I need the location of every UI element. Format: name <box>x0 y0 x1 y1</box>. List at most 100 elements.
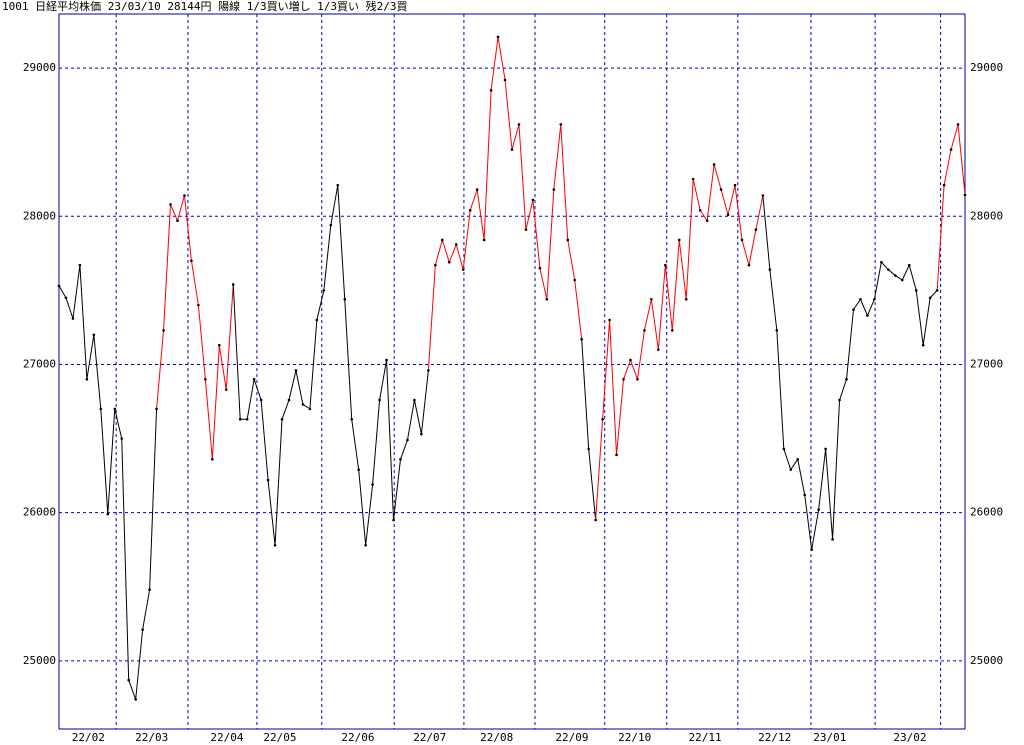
price-point <box>85 377 89 381</box>
price-point <box>726 213 730 217</box>
y-tick-label: 26000 <box>23 506 56 519</box>
price-point <box>461 268 465 271</box>
price-point <box>622 377 625 381</box>
y2-tick-label: 29000 <box>970 61 1003 74</box>
y2-tick-label: 26000 <box>970 506 1003 519</box>
price-point <box>315 318 319 322</box>
price-point <box>768 268 772 271</box>
price-point <box>378 398 381 402</box>
price-point <box>364 543 367 547</box>
price-point <box>64 296 68 300</box>
price-point <box>280 417 284 421</box>
price-point <box>810 548 813 551</box>
price-point <box>580 337 583 341</box>
y2-tick-label: 28000 <box>970 209 1003 222</box>
price-point <box>664 263 667 267</box>
price-point <box>566 238 570 242</box>
price-point <box>99 407 103 411</box>
x-tick-label: 22/12 <box>758 731 791 744</box>
x-tick-label: 22/11 <box>688 731 721 744</box>
y2-tick-label: 27000 <box>970 357 1003 370</box>
price-point <box>406 438 409 442</box>
x-tick-label: 23/01 <box>813 731 846 744</box>
x-tick-label: 22/06 <box>341 731 374 744</box>
price-point <box>921 343 925 347</box>
price-point <box>740 238 744 242</box>
price-point <box>880 260 883 264</box>
price-point <box>413 398 416 402</box>
price-point <box>712 163 716 166</box>
price-point <box>754 228 758 231</box>
price-point <box>594 518 597 522</box>
y-tick-label: 29000 <box>23 61 56 74</box>
price-point <box>636 377 639 381</box>
price-point <box>838 398 841 402</box>
price-point <box>887 268 890 271</box>
price-point <box>399 458 402 461</box>
price-point <box>782 447 786 451</box>
price-point <box>747 263 751 267</box>
price-point <box>92 333 96 337</box>
price-point <box>517 123 521 126</box>
x-tick-label: 22/05 <box>263 731 296 744</box>
y-tick-label: 28000 <box>23 209 56 222</box>
price-point <box>824 447 827 451</box>
price-point <box>552 188 556 191</box>
price-point <box>803 493 807 497</box>
x-tick-label: 22/04 <box>210 731 243 744</box>
price-point <box>719 188 723 191</box>
x-tick-label: 22/03 <box>135 731 168 744</box>
price-point <box>343 297 347 301</box>
price-point <box>894 274 897 277</box>
price-point <box>197 303 200 307</box>
price-point <box>573 278 577 282</box>
price-point <box>629 358 632 362</box>
price-point <box>273 543 277 547</box>
price-point <box>587 447 590 451</box>
price-point <box>204 377 207 381</box>
price-point <box>935 289 939 292</box>
price-point <box>949 148 953 151</box>
price-point <box>357 468 360 471</box>
price-point <box>684 297 688 301</box>
price-point <box>733 183 737 187</box>
price-point <box>78 263 82 267</box>
price-point <box>245 417 249 421</box>
price-point <box>427 369 430 372</box>
price-point <box>434 263 437 267</box>
price-point <box>608 318 611 322</box>
price-point <box>928 296 932 300</box>
price-point <box>447 260 451 264</box>
price-line <box>156 195 234 460</box>
price-point <box>559 123 563 126</box>
price-point <box>71 317 75 320</box>
price-point <box>385 358 388 362</box>
price-point <box>294 369 298 372</box>
price-point <box>176 219 179 223</box>
price-point <box>141 628 144 632</box>
price-point <box>57 284 61 288</box>
price-point <box>670 329 674 332</box>
price-point <box>350 417 354 421</box>
price-point <box>211 458 214 461</box>
price-point <box>113 407 117 411</box>
price-point <box>329 223 333 227</box>
price-point <box>643 329 646 332</box>
price-point <box>441 238 444 242</box>
x-tick-label: 22/07 <box>413 731 446 744</box>
x-tick-label: 22/08 <box>480 731 513 744</box>
price-point <box>545 297 549 301</box>
price-point <box>538 266 542 270</box>
price-point <box>963 193 967 197</box>
price-point <box>224 388 228 391</box>
price-point <box>907 263 911 267</box>
price-point <box>859 297 862 301</box>
price-point <box>134 698 137 701</box>
price-point <box>817 508 820 511</box>
price-point <box>392 518 395 522</box>
price-point <box>503 78 507 82</box>
price-point <box>796 458 800 461</box>
price-point <box>308 407 312 411</box>
y-tick-label: 27000 <box>23 357 56 370</box>
price-point <box>287 398 291 402</box>
